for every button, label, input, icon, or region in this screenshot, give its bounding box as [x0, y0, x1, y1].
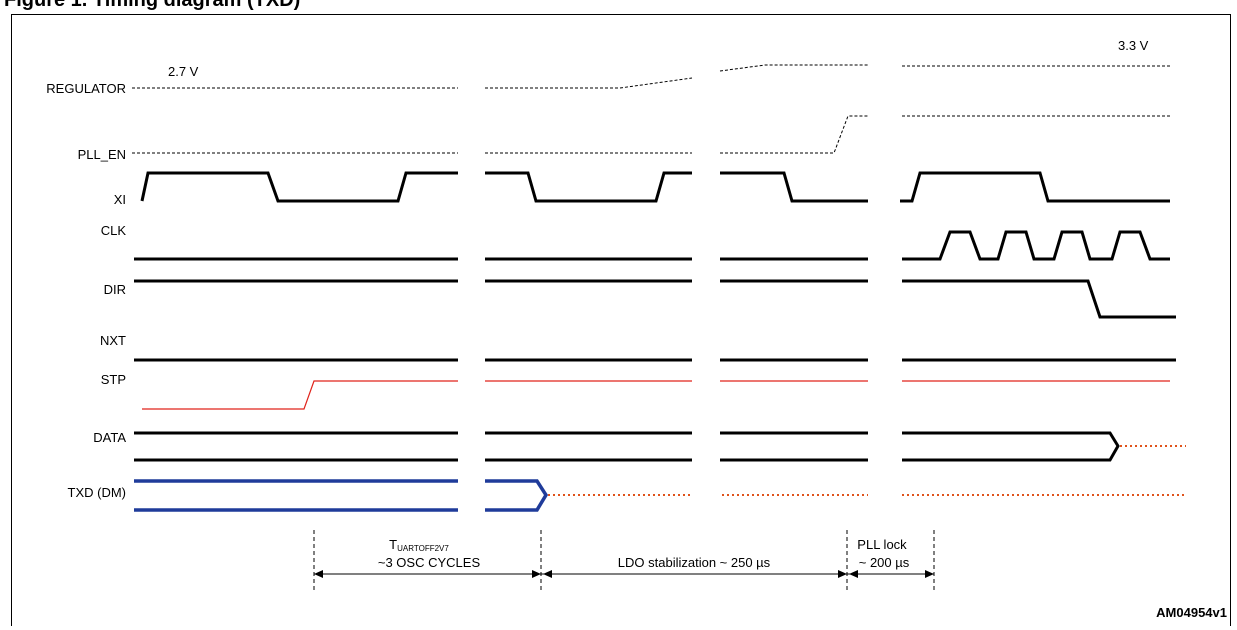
xi-trace: [140, 171, 1170, 203]
osc-cycles-label: ~3 OSC CYCLES: [378, 555, 481, 570]
txd-trace: [134, 479, 549, 512]
label-xi: XI: [114, 192, 126, 207]
figure-caption-fragment: Figure 1. Timing diagram (TXD): [0, 0, 1237, 14]
regulator-trace: [132, 64, 1170, 89]
clk-trace: [134, 230, 1170, 261]
figure-caption: Figure 1. Timing diagram (TXD): [4, 0, 301, 11]
voltage-start: 2.7 V: [168, 64, 199, 79]
label-stp: STP: [101, 372, 126, 387]
pll-lock-label: PLL lock: [857, 537, 907, 552]
label-nxt: NXT: [100, 333, 126, 348]
pll-time-label: ~ 200 µs: [859, 555, 910, 570]
figure-id: AM04954v1: [1156, 605, 1227, 620]
data-trace: [134, 431, 1120, 462]
pll-en-trace: [132, 115, 1170, 154]
t-uartoff-main: T: [389, 537, 397, 552]
label-data: DATA: [93, 430, 126, 445]
ldo-label: LDO stabilization ~ 250 µs: [618, 555, 771, 570]
label-txd: TXD (DM): [68, 485, 127, 500]
label-dir: DIR: [104, 282, 126, 297]
t-uartoff-subscript: UARTOFF2V7: [397, 544, 449, 553]
duration-arrows: [314, 570, 934, 578]
label-pll-en: PLL_EN: [78, 147, 126, 162]
timing-markers: [313, 530, 935, 590]
dir-trace: [134, 279, 1176, 319]
label-regulator: REGULATOR: [46, 81, 126, 96]
stp-trace: [142, 380, 1170, 410]
diagram-frame: [11, 14, 1231, 626]
label-clk: CLK: [101, 223, 127, 238]
voltage-end: 3.3 V: [1118, 38, 1149, 53]
t-uartoff-label: TUARTOFF2V7: [389, 537, 449, 553]
